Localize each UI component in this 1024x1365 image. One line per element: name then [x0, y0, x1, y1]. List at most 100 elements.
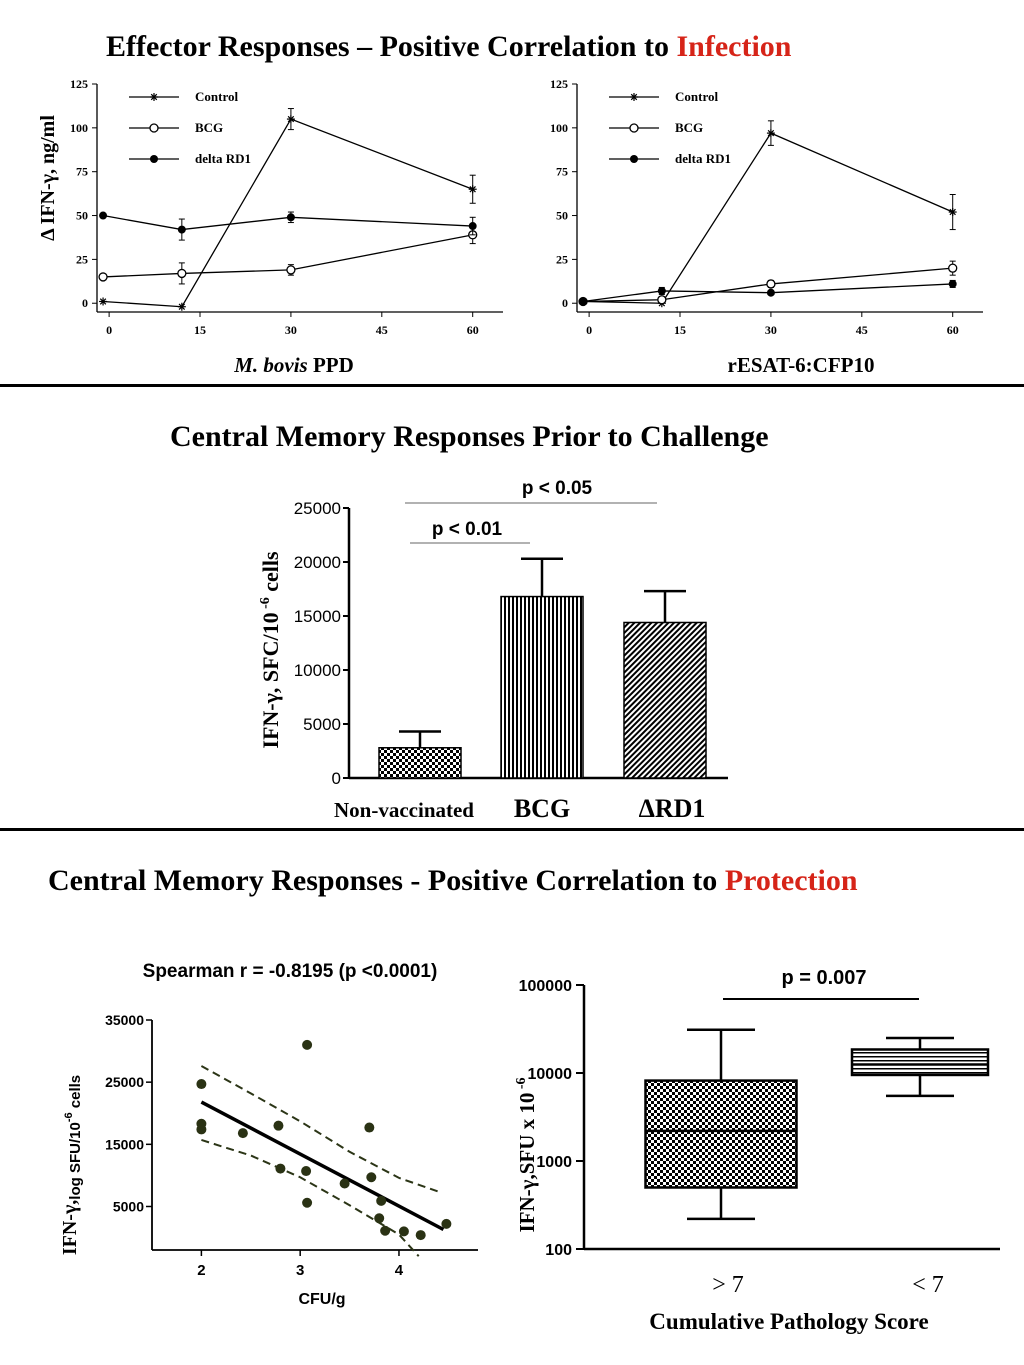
data-point — [301, 1166, 312, 1177]
bar — [378, 747, 462, 779]
legend-marker-open — [149, 123, 159, 133]
legend-marker-star — [630, 93, 638, 101]
series-line-bcg — [103, 234, 473, 278]
x-tick-label: 60 — [947, 323, 959, 337]
y-tick-label: 0 — [562, 296, 568, 310]
y-tick-label: 125 — [550, 77, 568, 91]
line-chart-0: 0 25 50 75 100 125 0 15 30 45 60 Control BCG delta RD… — [70, 77, 503, 337]
data-point — [376, 1195, 387, 1206]
x-tick-label: 4 — [395, 1262, 404, 1279]
y-tick-label: 75 — [76, 165, 88, 179]
data-point-star — [767, 129, 775, 137]
x-tick-label: 2 — [197, 1262, 205, 1279]
legend-label: delta RD1 — [195, 151, 251, 166]
series-line-delta-rd1 — [582, 283, 953, 303]
legend-marker-star — [150, 93, 158, 101]
data-point-filled — [286, 213, 295, 222]
x-tick-label: 60 — [467, 323, 479, 337]
data-point-star — [579, 298, 587, 305]
y-tick-label: 20000 — [294, 553, 341, 572]
y-axis-label: Δ IFN-γ, ng/ml — [37, 115, 59, 241]
x-tick-label: 30 — [285, 323, 297, 337]
bar-chart: 0 5000 10000 15000 20000 25000 Non-vaccinated B… — [258, 478, 728, 823]
data-point — [196, 1079, 207, 1090]
data-point — [273, 1120, 284, 1131]
data-point-filled — [766, 288, 775, 297]
y-tick-label: 75 — [556, 165, 568, 179]
y-tick-label: 50 — [76, 209, 88, 223]
bar — [500, 595, 584, 779]
series-line-control — [583, 132, 953, 304]
data-point-star — [469, 186, 476, 193]
effector-title: Effector Responses – Positive Correlatio… — [106, 30, 792, 63]
y-tick-label: 1000 — [536, 1154, 572, 1171]
y-label-mid: SFU/10 — [67, 1122, 84, 1177]
protection-title: Central Memory Responses - Positive Corr… — [48, 864, 858, 897]
data-point — [415, 1230, 426, 1241]
data-point-filled — [948, 279, 957, 288]
data-point-star — [658, 300, 666, 307]
data-point-star — [178, 303, 186, 310]
x-tick-label: 3 — [296, 1262, 304, 1279]
data-point-star — [579, 298, 587, 305]
data-point — [441, 1218, 452, 1229]
data-point-open — [766, 279, 776, 289]
y-tick-label: 25 — [556, 252, 568, 266]
data-point-open — [177, 268, 187, 279]
scatter-chart: 5000 15000 25000 35000 2 3 4 Spearman r = -0.81… — [59, 961, 478, 1308]
y-tick-label: 25 — [76, 252, 88, 266]
y-tick-label: 100 — [550, 121, 568, 135]
box-chart: 100 1000 10000 100000 > 7 < 7 p = 0.007 Cumulat… — [514, 967, 1000, 1334]
y-tick-label: 15000 — [105, 1136, 144, 1152]
data-point — [275, 1163, 286, 1174]
y-tick-label: 35000 — [105, 1012, 144, 1028]
data-point — [302, 1039, 313, 1050]
x-tick-label: 0 — [586, 323, 592, 337]
y-axis-label: IFN-γ,SFU x 10 -6 — [514, 1077, 539, 1232]
x-tick-label: 0 — [106, 323, 112, 337]
series-line-bcg — [583, 267, 953, 303]
x-tick-label: 15 — [674, 323, 686, 337]
data-point-filled — [177, 225, 186, 234]
y-tick-label: 5000 — [303, 715, 341, 734]
ci-upper — [200, 1065, 439, 1193]
legend-label: BCG — [195, 120, 223, 135]
data-point-filled — [99, 211, 108, 220]
data-point-open — [578, 296, 588, 307]
x-axis-label-italic: M. bovis — [233, 353, 308, 377]
data-point-open — [468, 230, 478, 240]
y-label-sup: -6 — [514, 1077, 529, 1092]
category-label: BCG — [514, 794, 570, 823]
y-label-main: IFN-γ, SFC/10 — [258, 612, 283, 748]
y-tick-label: 100000 — [519, 978, 572, 995]
divider-1 — [0, 384, 1024, 387]
legend-label: delta RD1 — [675, 151, 731, 166]
y-tick-label: 0 — [82, 296, 88, 310]
x-tick-label: 45 — [376, 323, 388, 337]
legend-marker-filled — [150, 155, 158, 163]
data-point-star — [767, 129, 775, 137]
x-tick-label: 15 — [194, 323, 206, 337]
legend-marker-star — [150, 93, 158, 101]
y-tick-label: 100 — [545, 1242, 572, 1259]
series-line-control — [103, 118, 473, 308]
x-tick-label: 45 — [856, 323, 868, 337]
y-tick-label: 100 — [70, 121, 88, 135]
x-axis-label: rESAT-6:CFP10 — [728, 353, 875, 377]
divider-2 — [0, 828, 1024, 831]
data-point-star — [287, 115, 295, 123]
category-label: > 7 — [712, 1272, 744, 1298]
series-line-delta-rd1 — [102, 214, 473, 231]
data-point-filled — [579, 297, 588, 306]
ci-lower — [201, 1139, 420, 1257]
y-label-main: IFN-γ, — [59, 1200, 81, 1255]
data-point — [196, 1118, 207, 1129]
significance-label: p = 0.007 — [781, 967, 866, 989]
x-axis-label-rest: PPD — [308, 353, 354, 377]
y-axis-label: IFN-γ, SFC/10 -6 cells — [258, 551, 283, 749]
data-point — [339, 1178, 350, 1189]
legend-marker-star — [630, 93, 638, 101]
data-point-open — [657, 295, 667, 305]
data-point — [380, 1225, 391, 1236]
